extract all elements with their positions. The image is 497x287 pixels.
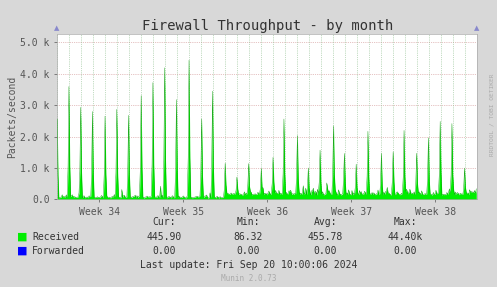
Text: ▲: ▲ (475, 26, 480, 32)
Text: Munin 2.0.73: Munin 2.0.73 (221, 274, 276, 283)
Text: Forwarded: Forwarded (32, 246, 85, 256)
Text: ■: ■ (17, 246, 28, 256)
Text: ■: ■ (17, 232, 28, 242)
Text: 44.40k: 44.40k (388, 232, 422, 242)
Text: 86.32: 86.32 (234, 232, 263, 242)
Text: 445.90: 445.90 (147, 232, 181, 242)
Text: 0.00: 0.00 (314, 246, 337, 256)
Text: 0.00: 0.00 (393, 246, 417, 256)
Text: Last update: Fri Sep 20 10:00:06 2024: Last update: Fri Sep 20 10:00:06 2024 (140, 260, 357, 270)
Text: Received: Received (32, 232, 80, 242)
Text: RRDTOOL / TOBI OETIKER: RRDTOOL / TOBI OETIKER (490, 73, 495, 156)
Text: 0.00: 0.00 (152, 246, 176, 256)
Text: 455.78: 455.78 (308, 232, 343, 242)
Text: Min:: Min: (237, 217, 260, 227)
Text: 0.00: 0.00 (237, 246, 260, 256)
Title: Firewall Throughput - by month: Firewall Throughput - by month (142, 19, 393, 33)
Text: Cur:: Cur: (152, 217, 176, 227)
Y-axis label: Packets/second: Packets/second (7, 76, 17, 158)
Text: Avg:: Avg: (314, 217, 337, 227)
Text: Max:: Max: (393, 217, 417, 227)
Text: ▲: ▲ (55, 26, 60, 32)
